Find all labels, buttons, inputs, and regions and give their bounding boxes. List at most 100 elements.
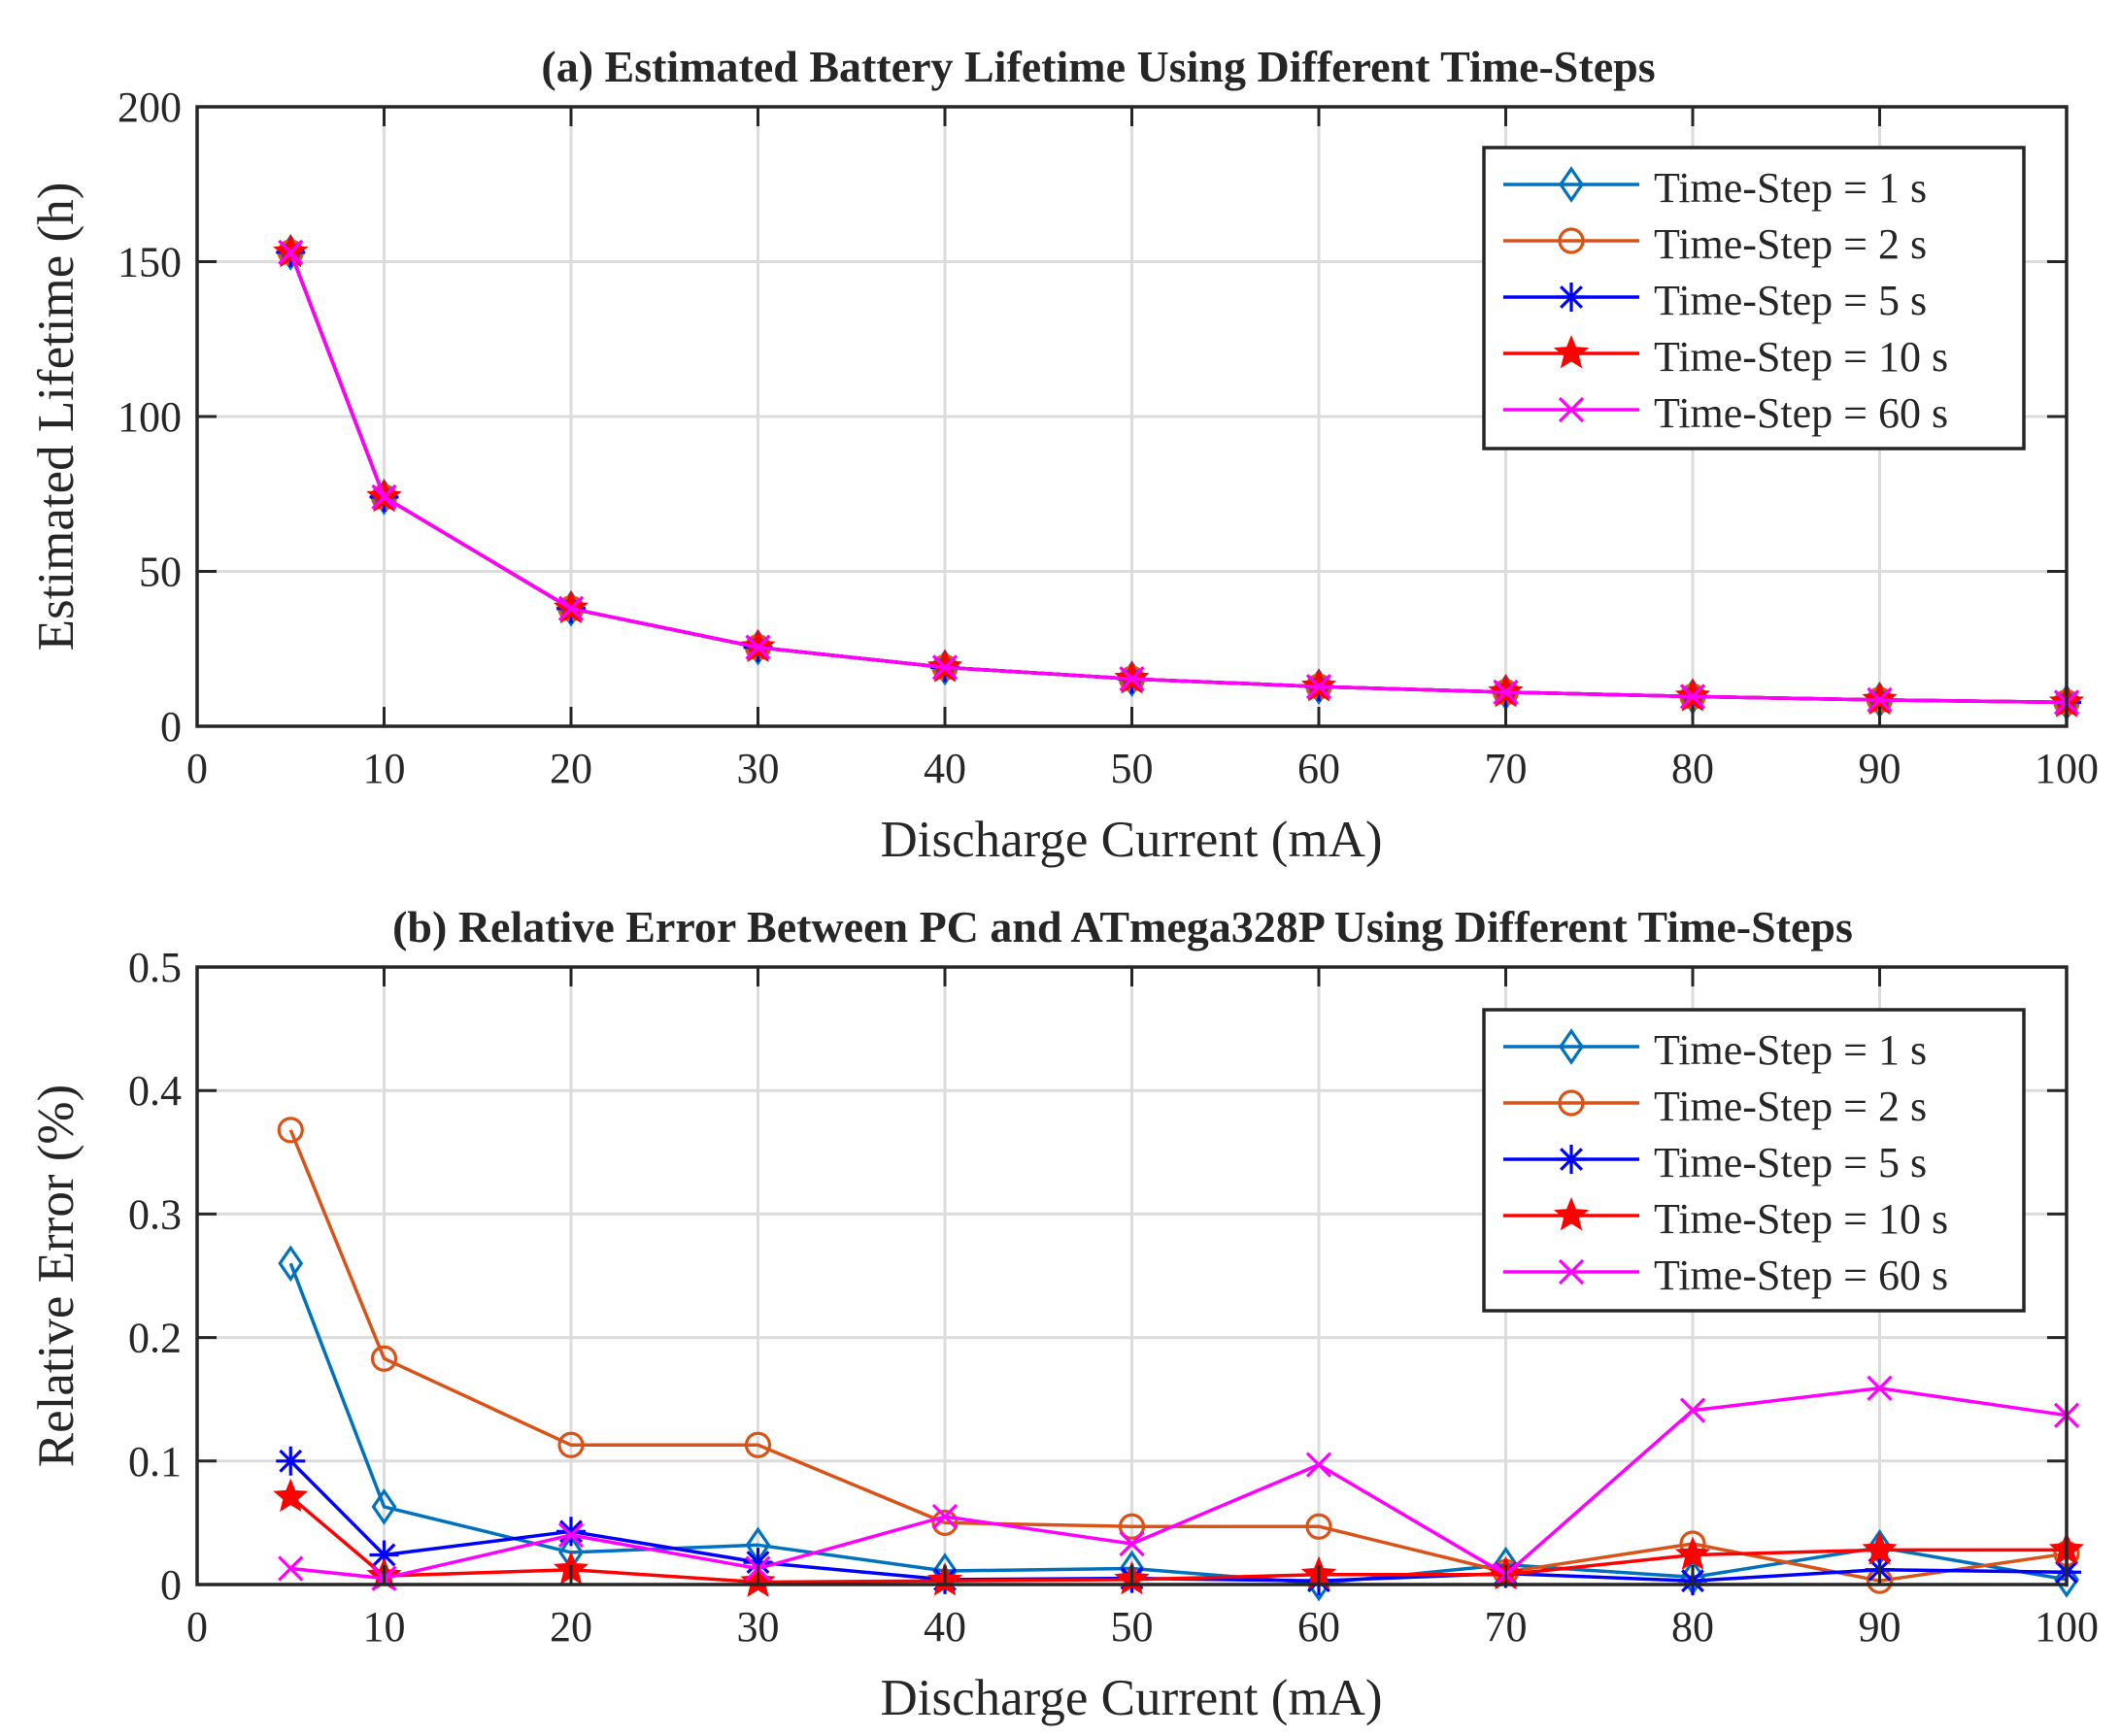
panel-a-x-tick-label-3: 30: [737, 745, 780, 792]
panel-a-series-60s-point-7: [1493, 679, 1519, 706]
panel-b-legend-marker-60s: [1558, 1258, 1585, 1285]
panel-a-legend-label-5s: Time-Step = 5 s: [1654, 277, 1927, 324]
panel-b-x-tick-label-1: 10: [363, 1603, 406, 1651]
panel-b-y-tick-label-1: 0.1: [128, 1438, 182, 1486]
panel-b-series-2s-point-6: [1305, 1513, 1332, 1540]
panel-b-series-1s-point-1: [371, 1488, 397, 1525]
panel-b-series-2s-point-3: [744, 1431, 772, 1458]
panel-a-y-axis-label: Estimated Lifetime (h): [28, 183, 84, 651]
panel-a-x-tick-label-2: 20: [550, 745, 592, 792]
panel-b-relative-error: (b) Relative Error Between PC and ATmega…: [0, 868, 2120, 1736]
panel-b-y-tick-label-2: 0.2: [128, 1315, 182, 1362]
panel-a-series-60s: [278, 239, 2080, 716]
panel-a-x-tick-label-4: 40: [924, 745, 966, 792]
panel-a-legend-marker-2s: [1558, 227, 1585, 254]
panel-a-legend-marker-1s: [1559, 166, 1584, 203]
panel-b-series-5s-point-2: [556, 1517, 586, 1547]
panel-b-legend-label-60s: Time-Step = 60 s: [1654, 1252, 1948, 1299]
panel-b-series-60s-point-6: [1305, 1452, 1332, 1478]
panel-b-series-1s-point-0: [278, 1245, 304, 1283]
panel-b-legend-marker-1s: [1559, 1028, 1584, 1065]
panel-a-estimated-lifetime: (a) Estimated Battery Lifetime Using Dif…: [28, 42, 2099, 868]
panel-b-series-2s-point-0: [277, 1117, 304, 1144]
panel-a-legend-label-60s: Time-Step = 60 s: [1654, 389, 1948, 437]
panel-b-series-5s-point-0: [276, 1446, 306, 1476]
panel-a-y-tick-label-0: 0: [160, 703, 182, 751]
panel-a-y-tick-label-3: 150: [118, 239, 182, 286]
panel-b-series-60s-point-9: [1867, 1375, 1893, 1401]
panel-b-series-2s-line: [288, 1129, 2068, 1583]
panel-b-legend-label-1s: Time-Step = 1 s: [1654, 1026, 1927, 1074]
panel-b-series-60s-point-5: [1119, 1530, 1145, 1557]
panel-a-legend-samples: [1503, 166, 1639, 423]
panel-a-series-60s-point-9: [1867, 686, 1893, 714]
panel-b-series-10s-point-9: [1862, 1531, 1898, 1565]
panel-a-tick-marks: [195, 105, 2069, 728]
panel-b-x-tick-labels: 0 10 20 30 40 50 60 70 80 90 100: [186, 1603, 2099, 1651]
panel-a-series-60s-point-8: [1679, 684, 1706, 710]
panel-b-series-10s-point-0: [273, 1478, 309, 1513]
panel-b-x-tick-label-0: 0: [186, 1603, 208, 1651]
panel-a-x-tick-label-7: 70: [1485, 745, 1528, 792]
panel-a-legend: Time-Step = 1 s Time-Step = 2 s Time-Ste…: [1482, 146, 2026, 451]
panel-b-x-axis-label: Discharge Current (mA): [880, 1670, 1382, 1726]
panel-a-x-tick-label-5: 50: [1111, 745, 1154, 792]
panel-b-legend-label-5s: Time-Step = 5 s: [1654, 1139, 1927, 1186]
panel-b-series-60s-point-2: [557, 1521, 585, 1549]
panel-b-legend-samples: [1503, 1028, 1639, 1285]
panel-a-legend-label-2s: Time-Step = 2 s: [1654, 220, 1927, 268]
panel-a-series-60s-point-5: [1119, 666, 1145, 692]
panel-a-series: [273, 233, 2085, 721]
panel-a-x-tick-label-10: 100: [2035, 745, 2099, 792]
panel-b-y-axis-label: Relative Error (%): [28, 1085, 84, 1467]
panel-b-x-tick-label-7: 70: [1485, 1603, 1528, 1651]
panel-a-x-tick-label-9: 90: [1859, 745, 1901, 792]
panel-a-series-60s-point-3: [745, 634, 771, 660]
panel-b-series-2s-point-1: [370, 1345, 398, 1372]
panel-b-y-tick-label-4: 0.4: [128, 1067, 182, 1115]
panel-b-x-tick-label-5: 50: [1111, 1603, 1154, 1651]
panel-a-x-tick-labels: 0 10 20 30 40 50 60 70 80 90 100: [186, 745, 2099, 792]
panel-b-series-10s-point-8: [1674, 1536, 1711, 1570]
panel-b-x-tick-label-10: 100: [2035, 1603, 2099, 1651]
panel-b-y-tick-label-5: 0.5: [128, 944, 182, 991]
panel-a-series-60s-point-1: [371, 484, 397, 511]
panel-a-title: (a) Estimated Battery Lifetime Using Dif…: [541, 42, 1655, 91]
panel-a-y-tick-label-2: 100: [118, 393, 182, 441]
panel-a-legend-marker-5s: [1557, 283, 1586, 312]
panel-b-legend-label-2s: Time-Step = 2 s: [1654, 1083, 1927, 1130]
panel-a-y-tick-label-4: 200: [118, 83, 182, 131]
panel-b-legend-marker-5s: [1557, 1145, 1586, 1174]
panel-b-grid: [197, 967, 2067, 1585]
panel-b-series-2s-point-5: [1118, 1513, 1146, 1540]
panel-b-series-60s-point-4: [931, 1503, 959, 1530]
panel-b-legend-marker-10s: [1553, 1196, 1590, 1231]
panel-a-x-axis-label: Discharge Current (mA): [880, 812, 1382, 868]
panel-b-series-5s-point-3: [743, 1548, 773, 1578]
panel-a-legend-marker-60s: [1558, 396, 1585, 423]
panel-b-series-5s-point-1: [369, 1540, 399, 1570]
panel-a-legend-marker-10s: [1553, 334, 1590, 369]
panel-a-legend-label-1s: Time-Step = 1 s: [1654, 164, 1927, 212]
panel-a-series-60s-point-2: [557, 595, 585, 621]
panel-b-legend-label-10s: Time-Step = 10 s: [1654, 1195, 1948, 1243]
panel-b-x-tick-label-3: 30: [737, 1603, 780, 1651]
panel-b-series-60s-point-8: [1679, 1397, 1706, 1423]
panel-b-legend-marker-2s: [1558, 1089, 1585, 1117]
panel-b-series-1s-point-10: [2054, 1561, 2079, 1598]
panel-a-series-60s-point-4: [931, 654, 959, 681]
panel-a-series-60s-point-0: [278, 239, 304, 266]
panel-a-x-tick-label-6: 60: [1297, 745, 1340, 792]
panel-a-x-tick-label-0: 0: [186, 745, 208, 792]
panel-b-x-tick-label-4: 40: [924, 1603, 966, 1651]
panel-b-series-2s-point-4: [931, 1509, 959, 1537]
panel-a-series-60s-point-6: [1305, 674, 1332, 700]
panel-b-title: (b) Relative Error Between PC and ATmega…: [392, 902, 1853, 951]
panel-b-tick-marks: [195, 965, 2069, 1586]
panel-b-x-tick-label-9: 90: [1859, 1603, 1901, 1651]
panel-a-legend-label-10s: Time-Step = 10 s: [1654, 333, 1948, 381]
panel-b-y-tick-label-0: 0: [160, 1561, 182, 1609]
panel-a-x-tick-label-1: 10: [363, 745, 406, 792]
panel-b-series-60s: [278, 1375, 2080, 1591]
